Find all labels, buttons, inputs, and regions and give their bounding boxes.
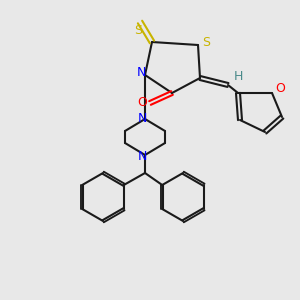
Text: S: S <box>134 23 142 37</box>
Text: N: N <box>137 112 147 124</box>
Text: N: N <box>137 151 147 164</box>
Text: H: H <box>233 70 243 83</box>
Text: N: N <box>136 67 146 80</box>
Text: O: O <box>137 97 147 110</box>
Text: S: S <box>202 35 210 49</box>
Text: O: O <box>275 82 285 95</box>
